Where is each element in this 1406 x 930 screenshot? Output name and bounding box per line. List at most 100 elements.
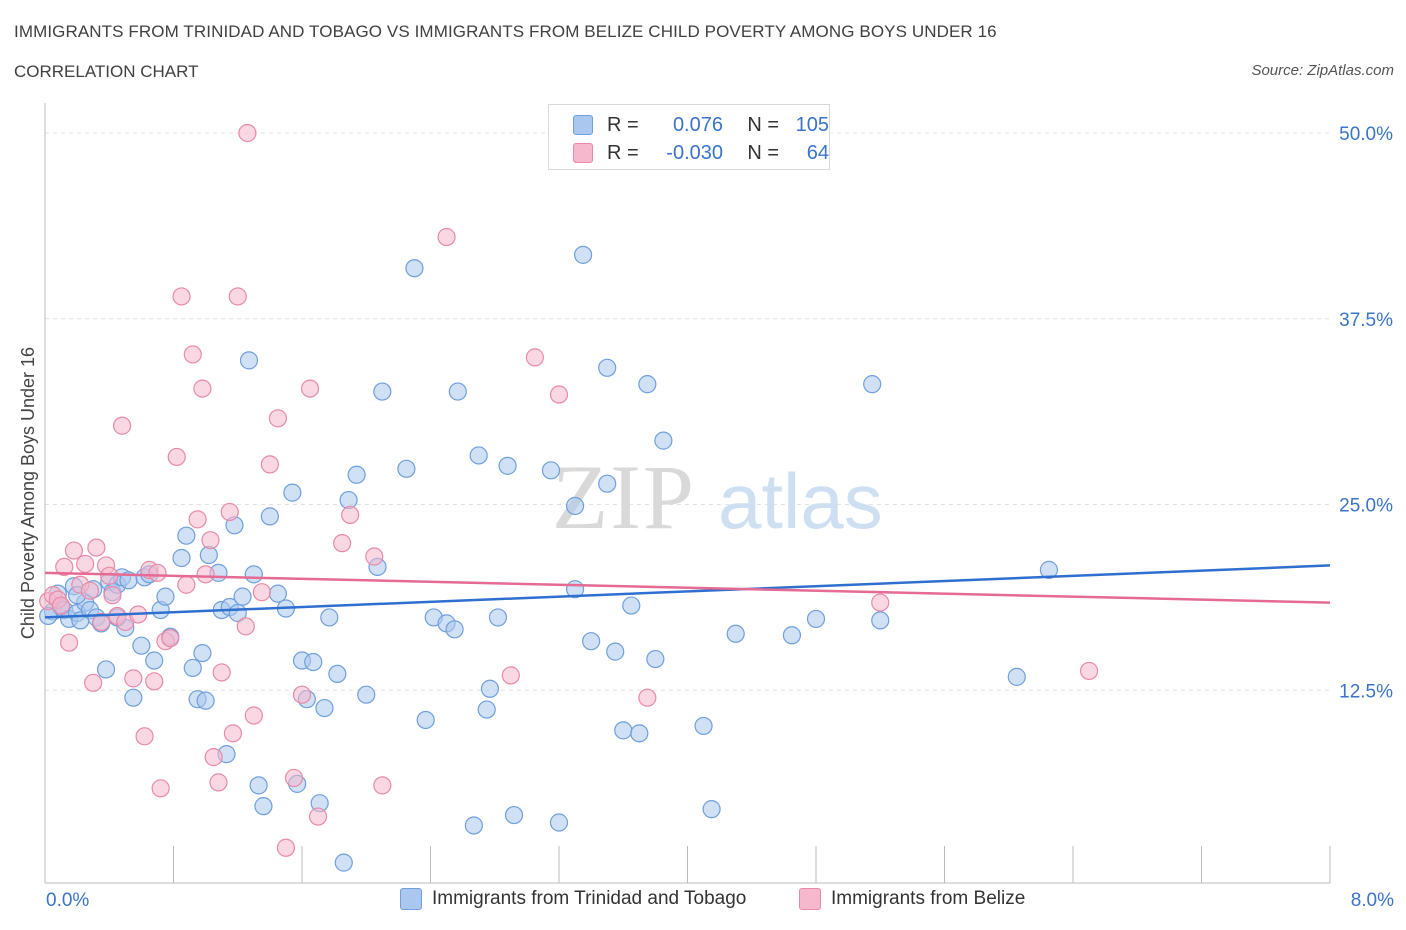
data-point-trinidad xyxy=(646,649,665,669)
data-point-belize xyxy=(124,669,143,688)
data-point-belize xyxy=(193,379,212,398)
data-point-trinidad xyxy=(480,679,500,698)
trend-lines xyxy=(44,564,1331,619)
data-point-belize xyxy=(236,617,255,636)
watermark-zip: ZIP xyxy=(552,446,696,548)
data-points xyxy=(39,123,1099,872)
data-point-belize xyxy=(373,776,392,795)
data-point-belize xyxy=(252,583,271,602)
chart-subtitle: CORRELATION CHART xyxy=(14,62,199,81)
data-point-belize xyxy=(161,629,180,648)
data-point-belize xyxy=(103,586,122,605)
data-point-trinidad xyxy=(498,456,517,475)
data-point-belize xyxy=(365,547,384,566)
legend-n-value: 105 xyxy=(795,113,829,136)
data-point-belize xyxy=(188,510,207,529)
data-point-trinidad xyxy=(806,609,826,629)
data-point-trinidad xyxy=(172,548,191,568)
chart-title: IMMIGRANTS FROM TRINIDAD AND TOBAGO VS I… xyxy=(14,22,997,41)
data-point-belize xyxy=(84,673,103,692)
data-point-belize xyxy=(183,345,202,364)
data-point-belize xyxy=(209,773,228,792)
data-point-belize xyxy=(135,727,154,746)
x-tick-label-min: 0.0% xyxy=(46,890,90,911)
data-point-trinidad xyxy=(638,375,657,394)
data-point-trinidad xyxy=(541,461,561,480)
data-point-belize xyxy=(80,581,100,600)
data-point-trinidad xyxy=(630,724,649,743)
data-point-trinidad xyxy=(565,496,585,516)
data-point-belize xyxy=(341,505,360,525)
data-point-trinidad xyxy=(1039,560,1059,579)
y-tick-label: 12.5% xyxy=(1339,681,1393,702)
data-point-trinidad xyxy=(477,700,496,719)
axes xyxy=(44,103,1331,884)
data-point-trinidad xyxy=(726,624,745,643)
data-point-trinidad xyxy=(614,721,633,740)
trend-line-trinidad xyxy=(44,564,1331,619)
data-point-trinidad xyxy=(315,698,334,718)
legend-n-label: N = xyxy=(747,113,779,136)
data-point-trinidad xyxy=(654,431,673,450)
data-point-trinidad xyxy=(145,651,164,670)
data-point-trinidad xyxy=(283,483,302,502)
data-point-belize xyxy=(112,416,132,435)
data-point-belize xyxy=(333,534,352,553)
legend-r-label: R = xyxy=(607,113,639,136)
data-point-trinidad xyxy=(504,805,524,825)
data-point-belize xyxy=(292,685,312,704)
data-point-trinidad xyxy=(622,596,641,615)
data-point-trinidad xyxy=(488,608,508,627)
legend-swatch-pink xyxy=(573,143,593,163)
data-point-belize xyxy=(871,593,890,612)
data-point-belize xyxy=(196,565,215,584)
data-point-trinidad xyxy=(445,620,464,639)
data-point-belize xyxy=(220,502,239,522)
data-point-trinidad xyxy=(260,507,279,526)
data-point-trinidad xyxy=(177,526,196,545)
data-point-belize xyxy=(167,447,186,467)
data-point-belize xyxy=(201,531,220,550)
source-label: Source: ZipAtlas.com xyxy=(1251,62,1394,79)
data-point-trinidad xyxy=(598,358,617,377)
y-tick-label: 50.0% xyxy=(1339,124,1393,145)
data-point-belize xyxy=(525,348,545,367)
series-legend-blue: Immigrants from Trinidad and Tobago xyxy=(400,888,746,910)
data-point-trinidad xyxy=(582,632,601,651)
tick-labels: 12.5% 25.0% 37.5% 50.0% xyxy=(1339,124,1393,702)
data-point-belize xyxy=(308,807,328,826)
data-point-trinidad xyxy=(233,587,252,606)
data-point-belize xyxy=(145,672,164,691)
data-point-trinidad xyxy=(156,587,175,606)
data-point-belize xyxy=(260,455,279,474)
legend-n-label: N = xyxy=(747,141,779,164)
series-swatch-blue xyxy=(400,888,422,910)
legend-row-blue: R = 0.076 N = 105 xyxy=(573,113,829,137)
legend-r-value: 0.076 xyxy=(672,113,723,136)
data-point-trinidad xyxy=(96,660,116,679)
trend-line-belize xyxy=(44,571,1331,604)
correlation-legend: R = 0.076 N = 105 R = -0.030 N = 64 xyxy=(548,104,830,170)
data-point-trinidad xyxy=(702,800,721,819)
data-point-belize xyxy=(276,838,296,857)
data-point-belize xyxy=(501,666,520,685)
data-point-belize xyxy=(212,663,231,682)
data-point-belize xyxy=(549,385,569,404)
data-point-trinidad xyxy=(124,688,143,707)
data-point-trinidad xyxy=(239,351,259,370)
data-point-trinidad xyxy=(373,382,392,401)
data-point-trinidad xyxy=(244,565,263,584)
data-point-trinidad xyxy=(871,611,890,630)
data-point-belize xyxy=(51,596,71,615)
data-point-trinidad xyxy=(304,652,323,672)
y-tick-label: 37.5% xyxy=(1339,310,1393,331)
data-point-belize xyxy=(223,724,243,743)
series-legend-pink: Immigrants from Belize xyxy=(799,888,1025,910)
data-point-belize xyxy=(172,287,191,306)
data-point-belize xyxy=(100,566,119,585)
data-point-belize xyxy=(76,554,95,574)
data-point-belize xyxy=(638,688,657,707)
data-point-belize xyxy=(204,748,223,767)
legend-row-pink: R = -0.030 N = 64 xyxy=(573,141,829,165)
y-axis-label: Child Poverty Among Boys Under 16 xyxy=(18,347,38,639)
